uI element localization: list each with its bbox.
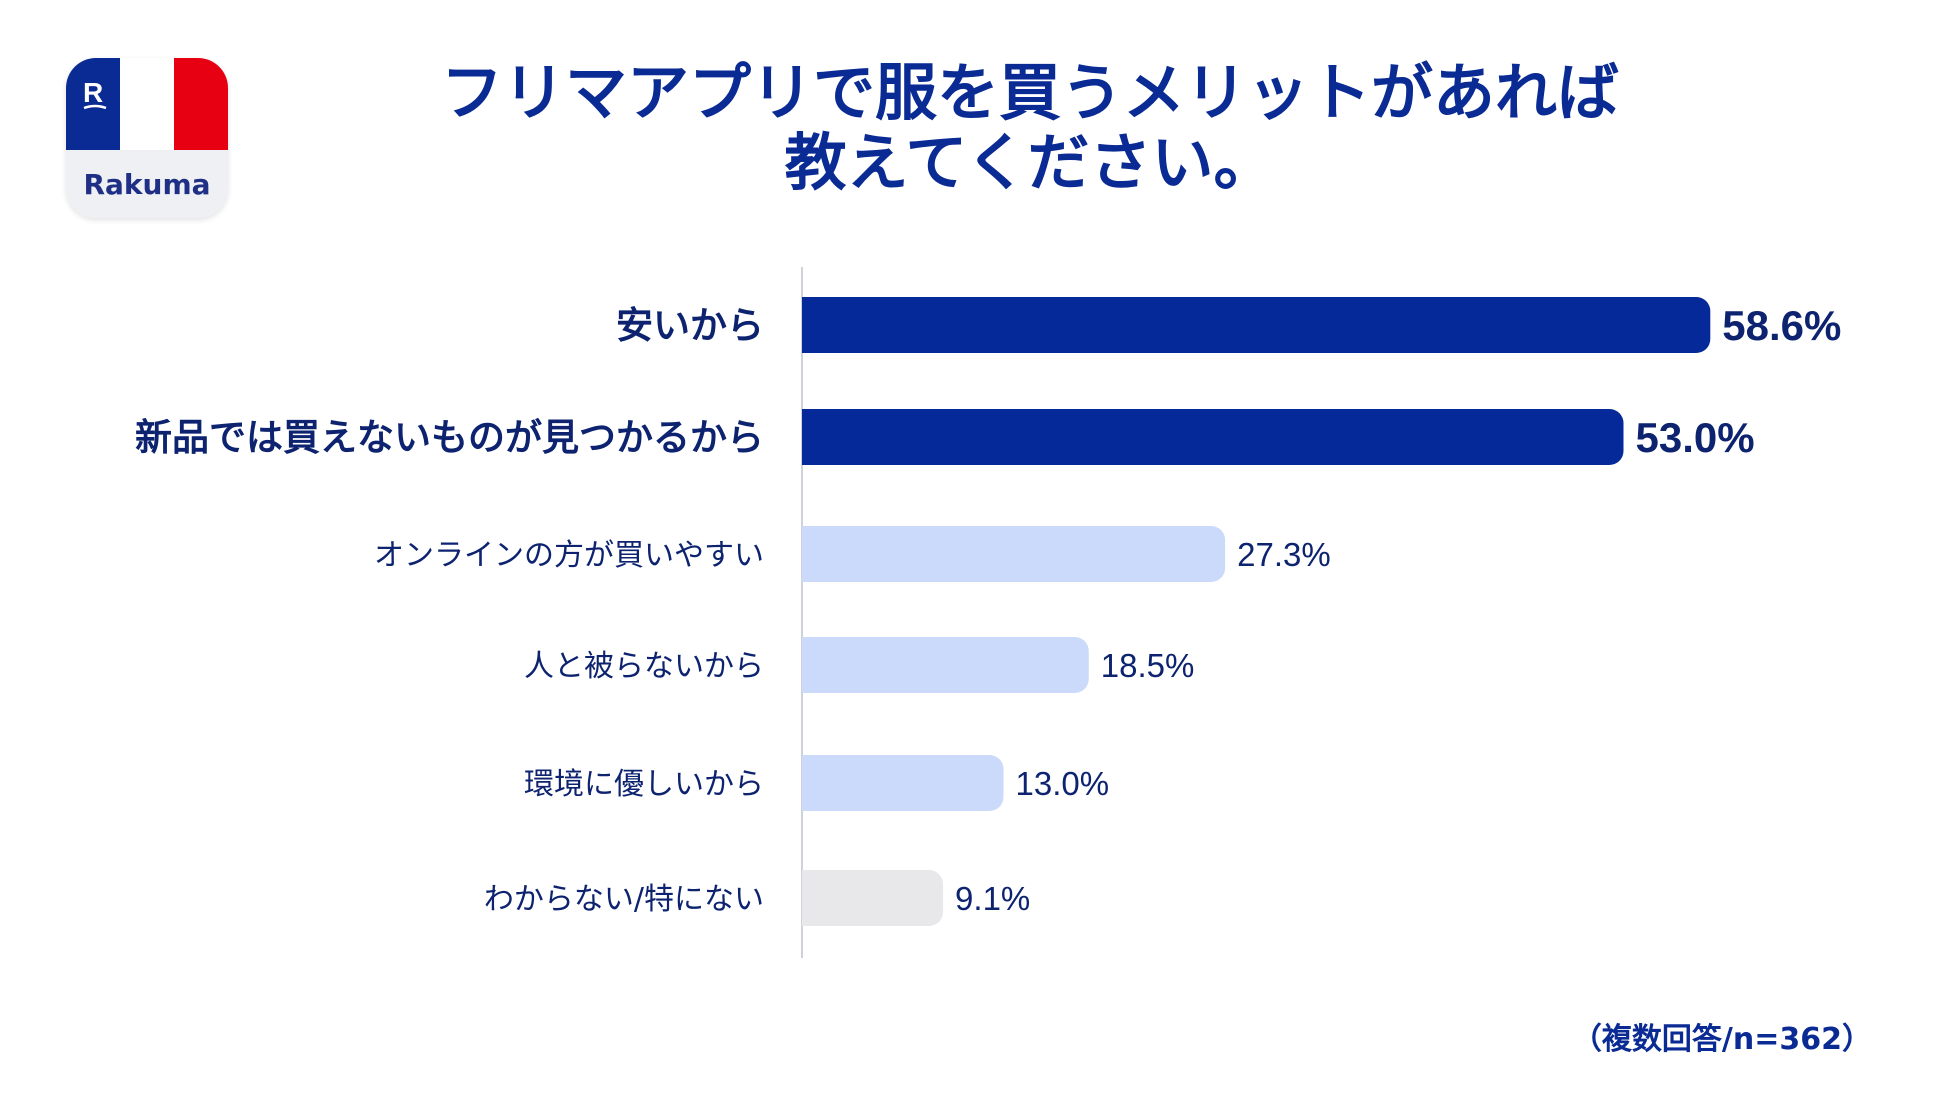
value-label: 18.5% [1101, 647, 1195, 684]
sample-note: （複数回答/n=362） [1571, 1022, 1872, 1057]
rakuten-r-icon: R [83, 77, 107, 110]
category-label: 環境に優しいから [524, 767, 764, 802]
logo-mark: R [83, 77, 103, 108]
flag-red-stripe [174, 58, 228, 150]
category-label: わからない/特にない [484, 882, 764, 917]
category-label: オンラインの方が買いやすい [374, 538, 764, 573]
bar [802, 409, 1624, 465]
bar [802, 526, 1226, 582]
bar [802, 755, 1004, 811]
bar [802, 870, 944, 926]
bar-base [802, 526, 818, 582]
rakuma-logo: R Rakuma [66, 58, 228, 218]
title-line-2: 教えてください。 [784, 126, 1276, 199]
value-label: 27.3% [1237, 536, 1331, 573]
value-label: 58.6% [1722, 302, 1841, 349]
value-label: 53.0% [1636, 414, 1755, 461]
bar-base [802, 637, 818, 693]
category-label: 新品では買えないものが見つかるから [135, 416, 764, 459]
bar [802, 637, 1089, 693]
bar-base [802, 755, 818, 811]
category-label: 安いから [616, 304, 764, 347]
category-label: 人と被らないから [524, 649, 764, 684]
bar-base [802, 870, 818, 926]
flag-blue-stripe [66, 58, 120, 150]
value-label: 13.0% [1016, 765, 1110, 802]
chart-title: フリマアプリで服を買うメリットがあれば 教えてください。 [380, 58, 1680, 198]
title-line-1: フリマアプリで服を買うメリットがあれば [440, 56, 1619, 129]
flag-white-stripe [120, 58, 174, 150]
value-label: 9.1% [955, 880, 1030, 917]
bar [802, 297, 1711, 353]
bar-base [802, 297, 818, 353]
logo-name: Rakuma [66, 150, 228, 218]
bar-chart: 安いから 58.6% 新品では買えないものが見つかるから 53.0% オンラインの方が買… [135, 267, 1841, 958]
french-flag-icon [66, 58, 228, 150]
bar-base [802, 409, 818, 465]
bars: 安いから 58.6% 新品では買えないものが見つかるから 53.0% オンラインの方が買… [135, 297, 1841, 926]
